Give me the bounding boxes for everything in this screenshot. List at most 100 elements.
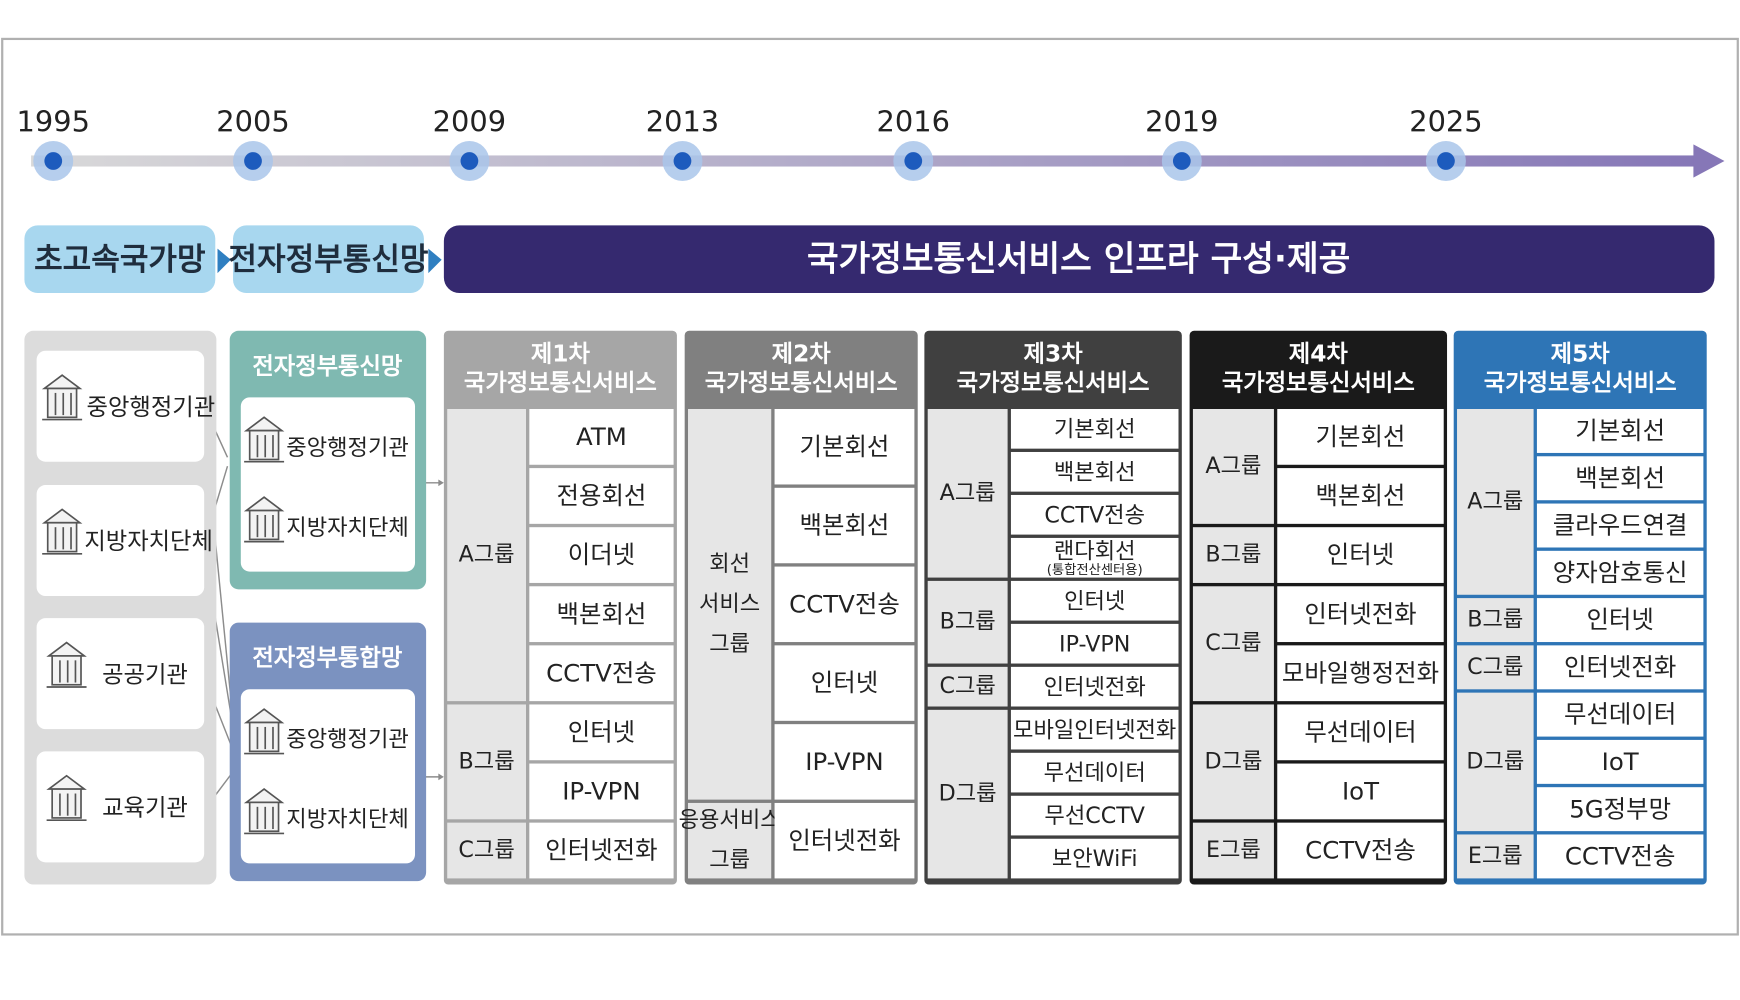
- agency-box: [36, 618, 205, 730]
- group-cell: [1457, 598, 1534, 643]
- service-cell: [1536, 550, 1704, 595]
- network-title: 전자정부통신망: [252, 353, 403, 380]
- service-name: 기본회선: [1316, 422, 1406, 451]
- service-name: 클라우드연결: [1553, 511, 1688, 540]
- network-item: 중앙행정기관: [286, 435, 408, 461]
- group-name: A그룹: [459, 542, 515, 568]
- service-cell: [529, 704, 674, 761]
- group-cell: [927, 666, 1008, 707]
- building-icon: [41, 374, 83, 421]
- phase-pill: [233, 225, 424, 294]
- year-label: 1995: [17, 104, 90, 138]
- service-cell: [774, 645, 915, 721]
- service-cell: [1277, 822, 1444, 879]
- icon-body: [51, 788, 82, 819]
- generation-title: 국가정보통신서비스: [1222, 370, 1415, 397]
- group-name: C그룹: [1205, 630, 1261, 656]
- service-name: CCTV전송: [1305, 836, 1416, 865]
- service-name: IP-VPN: [1059, 631, 1130, 657]
- icon-body: [51, 655, 82, 686]
- year-label: 2005: [216, 104, 289, 138]
- generation-title: 제1차: [531, 341, 591, 368]
- service-name: 모바일인터넷전화: [1013, 717, 1176, 743]
- network-box: [240, 397, 416, 572]
- service-cell: [529, 763, 674, 820]
- service-cell: [1010, 623, 1179, 664]
- building-icon: [243, 416, 285, 463]
- service-cell: [1277, 468, 1444, 524]
- service-cell: [1010, 709, 1179, 750]
- phase-arrow: [217, 248, 231, 274]
- icon-body: [248, 429, 280, 461]
- group-cell: [688, 802, 772, 879]
- timeline-arrow: [1693, 144, 1725, 178]
- service-name: 랜다회선: [1054, 539, 1136, 565]
- service-cell: [774, 724, 915, 800]
- group-name: B그룹: [1467, 607, 1523, 633]
- group-cell: [688, 409, 772, 800]
- service-name: 무선데이터: [1564, 700, 1676, 729]
- group-name: C그룹: [458, 837, 514, 863]
- group-cell: [927, 580, 1008, 664]
- service-name: CCTV전송: [546, 658, 657, 687]
- service-name: 인터넷전화: [1564, 652, 1676, 681]
- group-name: E그룹: [1206, 837, 1261, 863]
- service-name: CCTV전송: [1565, 842, 1676, 871]
- service-cell: [1010, 666, 1179, 707]
- service-cell: [1277, 409, 1444, 465]
- service-cell: [529, 527, 674, 583]
- building-icon: [46, 641, 87, 688]
- timeline-dot: [1172, 152, 1191, 170]
- service-name: 기본회선: [1054, 416, 1136, 442]
- year-label: 2013: [646, 104, 719, 138]
- group-cell: [927, 709, 1008, 879]
- service-name: 인터넷전화: [788, 826, 900, 855]
- service-name: 인터넷전화: [1044, 674, 1146, 700]
- service-cell: [774, 487, 915, 564]
- connector-arrow: [438, 479, 444, 487]
- service-name: IoT: [1342, 777, 1379, 806]
- group-name: A그룹: [940, 480, 996, 506]
- timeline-dot: [1437, 152, 1455, 170]
- service-name: IP-VPN: [805, 747, 883, 776]
- service-cell: [1277, 645, 1444, 702]
- group-name: D그룹: [939, 781, 997, 807]
- service-name: IoT: [1602, 747, 1639, 776]
- service-cell: [1010, 580, 1179, 621]
- icon-body: [248, 509, 280, 541]
- group-cell: [447, 822, 526, 879]
- icon-body: [46, 521, 78, 553]
- frame: [1, 37, 1739, 936]
- network-box: [240, 689, 416, 864]
- building-icon: [243, 708, 285, 755]
- service-cell: [1536, 692, 1704, 737]
- service-name: 인터넷: [568, 717, 635, 746]
- phase-label: 전자정부통신망: [228, 242, 428, 278]
- agency-panel: [24, 330, 217, 885]
- service-cell: [774, 566, 915, 643]
- group-name: B그룹: [940, 609, 996, 635]
- service-cell: [1010, 838, 1179, 879]
- generation-title: 제2차: [772, 341, 832, 368]
- group-name: D그룹: [1466, 748, 1524, 774]
- icon-body: [248, 721, 280, 753]
- group-name: 그룹: [709, 631, 750, 657]
- building-icon: [41, 508, 83, 555]
- icon-body: [248, 801, 280, 833]
- group-cell: [1192, 822, 1274, 879]
- service-name: 기본회선: [800, 432, 890, 461]
- agency-box: [36, 350, 205, 462]
- timeline-dot: [460, 152, 479, 170]
- service-cell: [1536, 645, 1704, 690]
- connector-arrow: [438, 773, 444, 781]
- agency-box: [36, 751, 205, 863]
- group-name: D그룹: [1204, 748, 1262, 774]
- service-name: 백본회선: [1575, 463, 1665, 492]
- service-cell: [1536, 739, 1704, 784]
- service-name: 5G정부망: [1569, 794, 1671, 823]
- group-name: A그룹: [1205, 453, 1261, 479]
- service-cell: [1277, 763, 1444, 820]
- service-cell: [1277, 586, 1444, 643]
